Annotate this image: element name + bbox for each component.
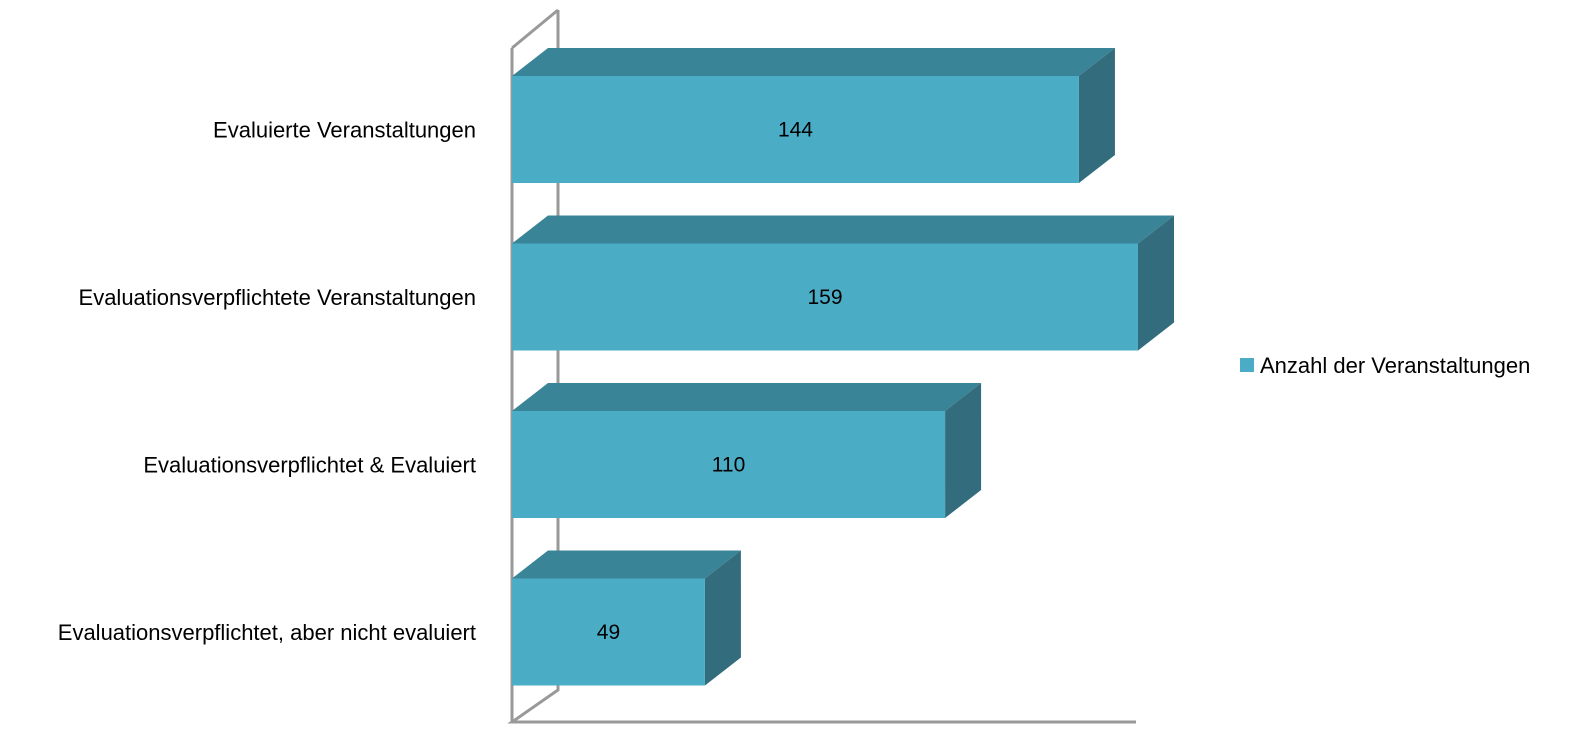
bar-side-face: [945, 383, 982, 518]
bar-side-face: [704, 550, 741, 686]
bar-side-face: [1138, 215, 1174, 351]
bar: [512, 411, 946, 518]
bar: [512, 243, 1138, 351]
bar-top-face: [512, 383, 982, 411]
bar-value-label: 110: [712, 454, 745, 477]
bar-value-label: 49: [597, 621, 620, 644]
legend-label: Anzahl der Veranstaltungen: [1260, 353, 1530, 378]
bar-top-face: [512, 48, 1115, 76]
legend-swatch: [1240, 358, 1254, 372]
bars-layer: 144 159 110 49: [512, 48, 1174, 686]
category-label: Evaluationsverpflichtet, aber nicht eval…: [58, 620, 476, 645]
axis-wall-top-edge: [511, 8, 559, 50]
category-label: Evaluationsverpflichtet & Evaluiert: [143, 453, 476, 478]
bar-top-face: [512, 215, 1174, 244]
legend: Anzahl der Veranstaltungen: [1240, 353, 1530, 378]
bar: [512, 76, 1079, 183]
category-label: Evaluationsverpflichtete Veranstaltungen: [79, 285, 476, 310]
bar-value-label: 159: [807, 286, 842, 309]
bar-top-face: [512, 550, 741, 579]
bar-side-face: [1078, 48, 1115, 183]
category-labels: Evaluierte Veranstaltungen Evaluationsver…: [58, 118, 476, 646]
bar-value-label: 144: [778, 119, 813, 142]
bar: [512, 578, 705, 686]
category-label: Evaluierte Veranstaltungen: [213, 118, 476, 143]
